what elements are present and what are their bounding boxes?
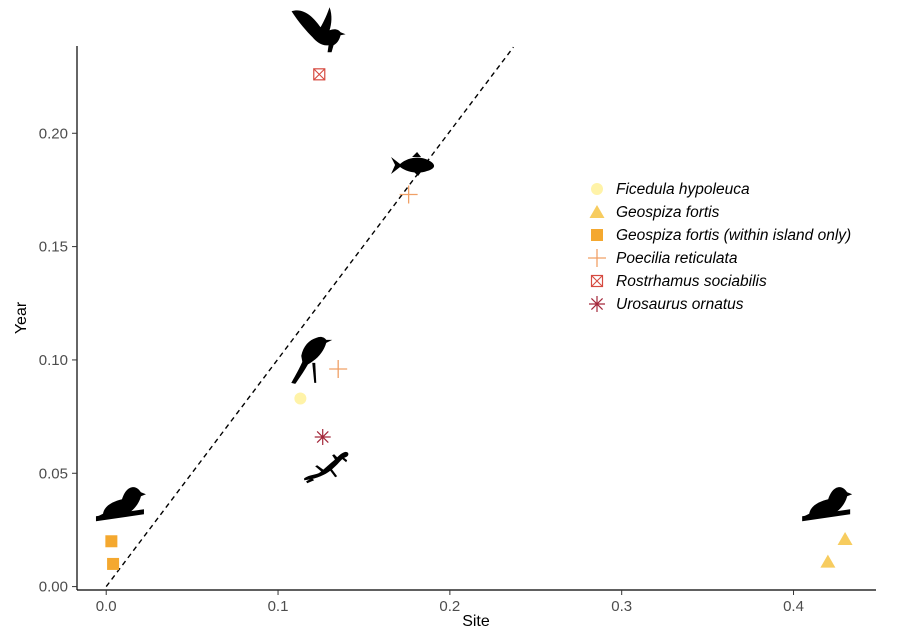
data-point	[399, 185, 418, 204]
legend-key	[588, 249, 606, 267]
data-point	[105, 535, 118, 548]
x-tick-label: 0.0	[96, 598, 117, 615]
legend-key	[591, 229, 603, 241]
legend-key	[591, 183, 603, 195]
legend: Ficedula hypoleuca Geospiza fortis Geospiz…	[588, 181, 851, 313]
x-axis-title: Site	[462, 613, 490, 630]
x-tick-label: 0.1	[268, 598, 289, 615]
lizard-icon	[304, 451, 349, 484]
finch-on-branch-icon	[95, 487, 146, 522]
x-tick-label: 0.4	[783, 598, 804, 615]
silhouettes	[95, 7, 853, 522]
legend-key	[589, 205, 605, 218]
x-tick-label: 0.2	[439, 598, 460, 615]
legend-label: Urosaurus ornatus	[616, 296, 744, 313]
data-point	[329, 360, 348, 378]
y-tick-label: 0.00	[39, 579, 68, 596]
y-tick-label: 0.05	[39, 465, 68, 482]
data-point	[294, 392, 307, 405]
legend-key	[590, 274, 604, 288]
axes	[76, 46, 876, 591]
fish-icon	[391, 152, 435, 176]
kite-icon	[291, 7, 346, 53]
data-point	[107, 557, 120, 570]
legend-label: Geospiza fortis (within island only)	[616, 227, 851, 244]
finch-on-branch-icon	[802, 487, 853, 522]
data-point	[313, 68, 326, 81]
data-point	[837, 532, 853, 545]
y-tick-label: 0.10	[39, 352, 68, 369]
y-axis-title: Year	[13, 301, 30, 334]
reference-line-layer	[105, 46, 515, 588]
y-tick-label: 0.20	[39, 125, 68, 142]
data-point	[314, 429, 331, 445]
ticks: 0.0 0.1 0.2 0.3 0.4 0.00 0.05 0.10 0.15 0.20	[39, 125, 804, 615]
flycatcher-icon	[291, 336, 333, 384]
legend-label: Poecilia reticulata	[616, 250, 738, 267]
legend-label: Ficedula hypoleuca	[616, 181, 750, 198]
x-tick-label: 0.3	[611, 598, 632, 615]
data-points	[105, 68, 853, 570]
legend-key	[589, 296, 605, 312]
data-point	[820, 554, 836, 568]
legend-label: Geospiza fortis	[616, 204, 720, 221]
y-tick-label: 0.15	[39, 239, 68, 256]
legend-label: Rostrhamus sociabilis	[616, 273, 767, 290]
reference-line	[105, 46, 515, 588]
